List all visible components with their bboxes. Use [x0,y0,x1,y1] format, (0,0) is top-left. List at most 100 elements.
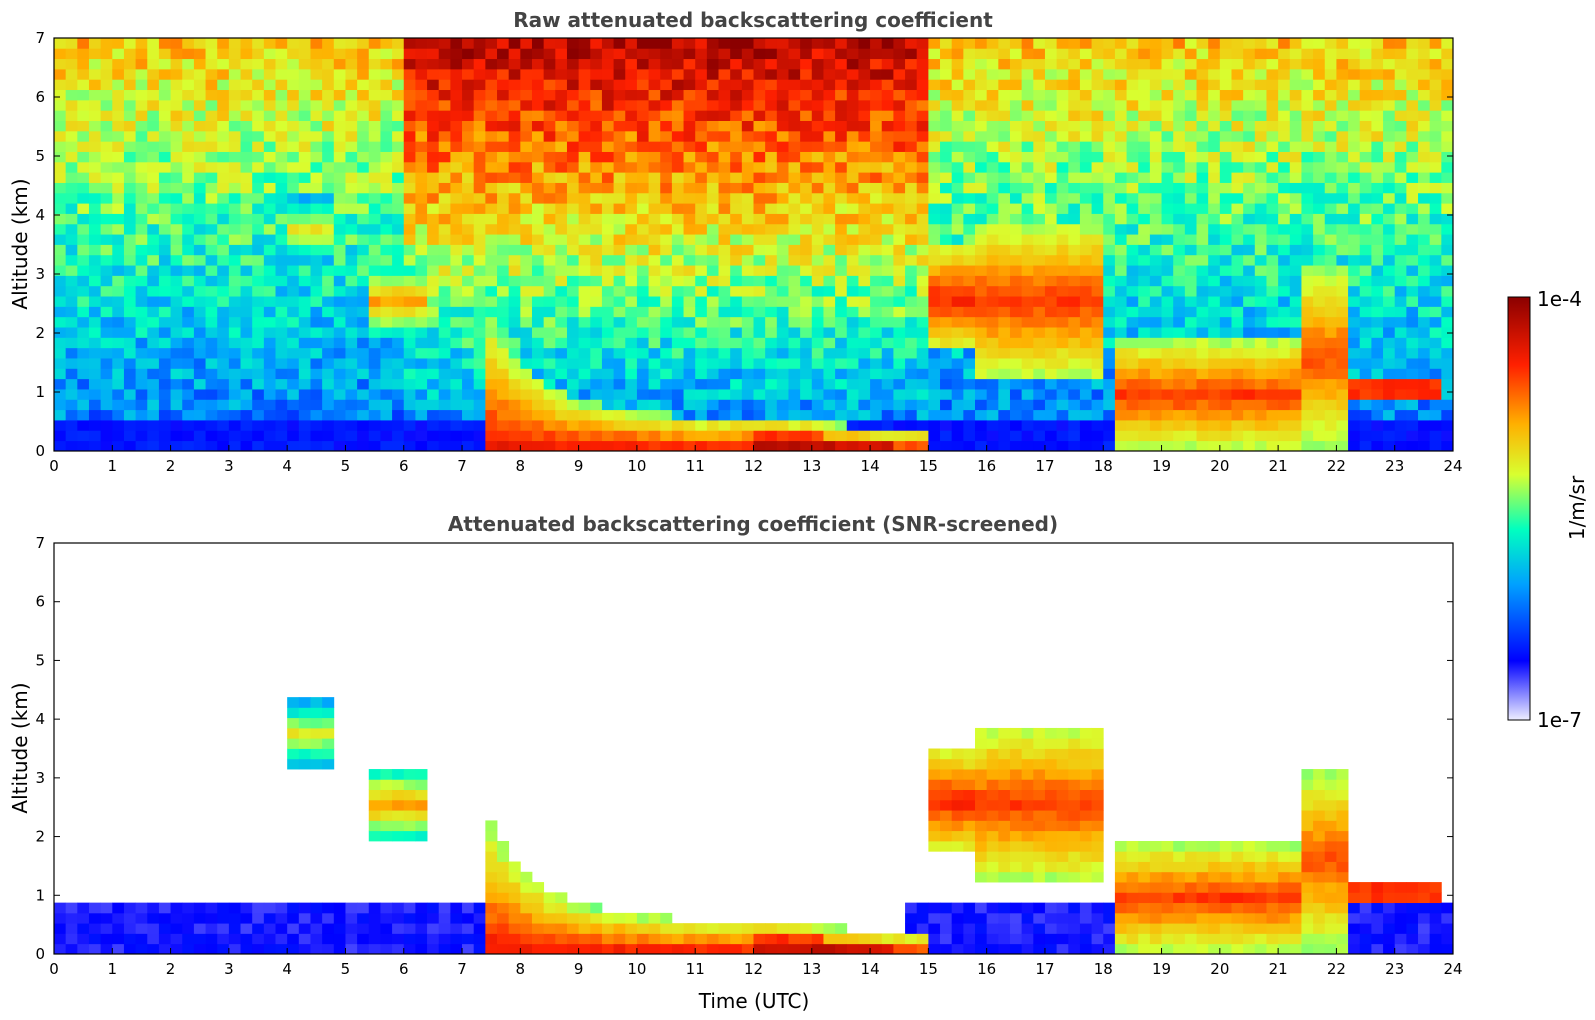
heatmap-cell [170,182,183,194]
heatmap-cell [776,337,789,349]
heatmap-cell [1441,254,1454,266]
heatmap-cell [893,172,906,183]
heatmap-cell [1254,89,1267,101]
heatmap-cell [1324,285,1337,297]
heatmap-cell [928,89,941,101]
heatmap-cell [380,254,393,266]
heatmap-cell [438,68,451,80]
heatmap-cell [240,378,253,390]
heatmap-cell [158,430,171,442]
heatmap-cell [788,89,801,101]
heatmap-cell [578,327,591,338]
heatmap-cell [776,389,789,400]
heatmap-cell [986,285,999,297]
heatmap-cell [298,48,311,60]
heatmap-cell [1289,409,1302,421]
heatmap-cell [671,409,684,421]
heatmap-cell [403,79,416,91]
heatmap-cell [1184,306,1197,318]
heatmap-cell [1138,358,1151,369]
heatmap-cell [695,430,708,442]
heatmap-cell [1394,347,1407,359]
heatmap-cell [77,327,90,338]
heatmap-cell [1056,130,1069,142]
heatmap-cell [450,161,463,173]
heatmap-cell [718,358,731,369]
heatmap-cell [1079,265,1092,276]
heatmap-cell [392,358,405,369]
heatmap-cell [1371,306,1384,318]
heatmap-cell [683,254,696,266]
heatmap-cell [228,192,241,204]
heatmap-cell [800,440,813,452]
heatmap-cell [1371,161,1384,173]
heatmap-cell [147,120,160,132]
heatmap-cell [287,378,300,390]
heatmap-cell [1173,48,1186,60]
heatmap-cell [1243,234,1256,245]
heatmap-cell [193,306,206,318]
heatmap-cell [333,99,346,111]
heatmap-cell [1383,254,1396,266]
heatmap-cell [1103,172,1116,183]
heatmap-cell [835,223,848,235]
heatmap-cell [392,399,405,411]
heatmap-cell [1429,275,1442,287]
heatmap-cell [1231,440,1244,452]
heatmap-cell [263,254,276,266]
heatmap-cell [473,275,486,287]
heatmap-cell [1219,99,1232,111]
heatmap-cell [1009,89,1023,101]
heatmap-cell [1231,38,1244,49]
heatmap-cell [1126,275,1139,287]
heatmap-cell [263,902,276,914]
heatmap-cell [65,265,78,276]
heatmap-cell [1009,38,1023,49]
heatmap-cell [333,389,346,400]
heatmap-cell [916,58,929,70]
heatmap-cell [1406,213,1419,225]
heatmap-cell [310,213,323,225]
heatmap-cell [1243,161,1256,173]
heatmap-cell [695,378,708,390]
y-tick-label: 2 [35,324,45,342]
heatmap-cell [776,285,789,297]
heatmap-cell [1056,244,1069,256]
heatmap-cell [1208,99,1221,111]
heatmap-cell [905,275,918,287]
heatmap-cell [322,285,335,297]
heatmap-cell [1359,141,1372,152]
heatmap-cell [263,409,276,421]
heatmap-cell [310,48,323,60]
heatmap-cell [263,48,276,60]
heatmap-cell [578,306,591,318]
heatmap-cell [240,79,253,91]
heatmap-cell [357,110,370,121]
heatmap-cell [578,58,591,70]
heatmap-cell [392,141,405,152]
heatmap-cell [671,358,684,369]
heatmap-cell [1056,275,1069,287]
heatmap-cell [916,409,929,421]
heatmap-cell [1394,130,1407,142]
heatmap-cell [1394,306,1407,318]
heatmap-cell [613,172,626,183]
heatmap-cell [1254,306,1267,318]
heatmap-cell [1231,234,1244,245]
heatmap-cell [368,358,381,369]
heatmap-cell [1394,172,1407,183]
heatmap-cell [263,399,276,411]
heatmap-cell [1021,378,1034,390]
heatmap-cell [963,234,976,245]
heatmap-cell [392,120,405,132]
heatmap-cell [963,223,976,235]
heatmap-cell [1429,337,1442,349]
heatmap-cell [590,120,603,132]
heatmap-cell [1336,337,1349,349]
heatmap-cell [310,285,323,297]
heatmap-cell [788,368,801,380]
heatmap-cell [788,79,801,91]
heatmap-cell [1348,68,1361,80]
heatmap-cell [438,151,451,163]
heatmap-cell [881,378,894,390]
